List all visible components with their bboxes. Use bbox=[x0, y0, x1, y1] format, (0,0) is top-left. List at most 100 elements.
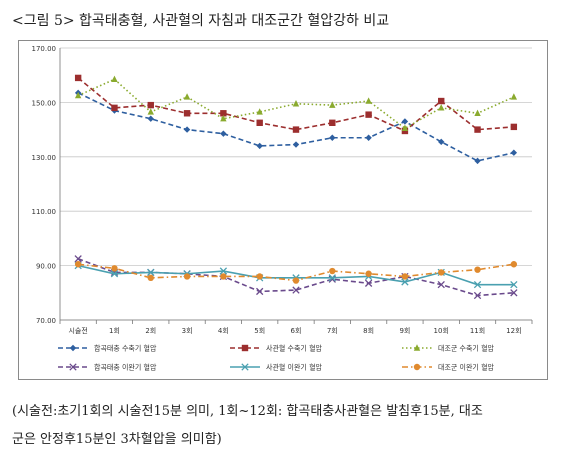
data-point bbox=[474, 126, 481, 133]
y-tick-label: 150.00 bbox=[32, 99, 57, 107]
data-point bbox=[292, 100, 300, 107]
data-point bbox=[110, 270, 119, 278]
data-point bbox=[473, 291, 482, 300]
data-point bbox=[74, 74, 82, 82]
legend-label: 사관혈 수축기 혈압 bbox=[266, 344, 323, 353]
legend-item-4: 합곡태충 이완기 혈압 bbox=[58, 363, 157, 372]
data-point bbox=[329, 267, 336, 275]
data-point bbox=[220, 273, 227, 280]
data-point bbox=[510, 280, 518, 289]
x-tick-label: 7회 bbox=[327, 327, 338, 335]
data-point bbox=[365, 270, 372, 277]
data-point bbox=[510, 93, 518, 100]
data-point bbox=[111, 104, 118, 112]
y-tick-label: 110.00 bbox=[32, 208, 57, 216]
data-point bbox=[147, 268, 155, 277]
data-point bbox=[220, 110, 227, 117]
x-marker-stroke bbox=[69, 363, 77, 371]
data-point bbox=[328, 274, 336, 282]
data-point bbox=[474, 157, 481, 165]
x-marker-stroke bbox=[328, 274, 336, 282]
data-point bbox=[183, 126, 191, 133]
legend-item-3: 대조군 수축기 혈압 bbox=[402, 344, 495, 353]
data-point bbox=[183, 273, 191, 280]
data-point bbox=[219, 267, 228, 275]
data-point bbox=[256, 108, 263, 115]
chart-frame bbox=[18, 40, 548, 380]
data-point bbox=[183, 110, 191, 117]
x-marker-stroke bbox=[256, 287, 264, 296]
legend-label: 합곡태충 수축기 혈압 bbox=[94, 344, 157, 353]
x-tick-label: 3회 bbox=[182, 327, 193, 335]
y-tick-label: 90.00 bbox=[36, 263, 56, 271]
x-tick-label: 11회 bbox=[470, 327, 485, 335]
data-point bbox=[256, 119, 263, 126]
x-marker-stroke bbox=[401, 278, 409, 286]
data-point bbox=[111, 265, 118, 272]
data-point bbox=[510, 289, 518, 297]
data-point bbox=[329, 101, 336, 108]
data-point bbox=[401, 278, 409, 286]
data-point bbox=[473, 280, 482, 289]
data-point bbox=[401, 118, 409, 125]
data-point bbox=[401, 273, 409, 280]
data-point bbox=[510, 123, 518, 131]
data-point bbox=[220, 130, 227, 137]
data-point bbox=[401, 127, 409, 135]
legend-label: 합곡태충 이완기 혈압 bbox=[94, 363, 157, 372]
data-point bbox=[437, 280, 445, 289]
x-tick-label: 시술전 bbox=[68, 326, 87, 335]
x-tick-label: 4회 bbox=[218, 327, 229, 335]
y-tick-label: 70.00 bbox=[36, 317, 56, 325]
data-point bbox=[474, 109, 481, 116]
x-marker-stroke bbox=[147, 268, 155, 277]
x-marker-stroke bbox=[473, 280, 482, 289]
legend-swatch-marker bbox=[413, 363, 421, 371]
x-tick-label: 9회 bbox=[399, 327, 410, 335]
x-marker-stroke bbox=[292, 286, 300, 294]
legend-item-5: 사관혈 이완기 혈압 bbox=[230, 363, 323, 372]
data-point bbox=[365, 134, 372, 141]
legend-item-6: 대조군 이완기 혈압 bbox=[402, 363, 495, 372]
data-point bbox=[365, 97, 372, 104]
legend-label: 대조군 이완기 혈압 bbox=[438, 363, 495, 372]
data-point bbox=[292, 277, 300, 284]
data-point bbox=[111, 75, 118, 82]
x-marker-stroke bbox=[510, 280, 518, 289]
legend-label: 사관혈 이완기 혈압 bbox=[266, 363, 323, 372]
x-tick-label: 2회 bbox=[145, 327, 156, 335]
legend-swatch-marker bbox=[69, 363, 77, 371]
x-marker-stroke bbox=[364, 279, 373, 287]
legend-label: 대조군 수축기 혈압 bbox=[438, 344, 495, 353]
data-point bbox=[292, 286, 300, 294]
data-point bbox=[438, 104, 445, 111]
data-point bbox=[438, 269, 445, 276]
x-marker-stroke bbox=[473, 291, 482, 300]
y-tick-label: 130.00 bbox=[32, 154, 57, 162]
x-tick-label: 12회 bbox=[506, 327, 521, 335]
data-point bbox=[256, 142, 263, 150]
data-point bbox=[401, 124, 409, 131]
data-point bbox=[74, 255, 82, 263]
x-tick-label: 6회 bbox=[291, 327, 302, 335]
data-point bbox=[256, 287, 264, 296]
legend-swatch-marker bbox=[241, 344, 249, 352]
x-marker-stroke bbox=[74, 255, 82, 263]
chart-area: 170.00 150.00 130.00 110.00 90.00 70.00 시술전 1회… bbox=[18, 40, 548, 380]
x-tick-label: 8회 bbox=[363, 327, 374, 335]
data-point bbox=[74, 261, 82, 268]
x-tick-label: 10회 bbox=[434, 327, 449, 335]
line-chart: 170.00 150.00 130.00 110.00 90.00 70.00 시술전 1회… bbox=[18, 40, 548, 380]
figure-title: <그림 5> 합곡태충혈, 사관혈의 자침과 대조군간 혈압강하 비교 bbox=[12, 13, 390, 29]
data-point bbox=[474, 266, 481, 273]
x-tick-label: 1회 bbox=[109, 327, 120, 335]
legend-item-2: 사관혈 수축기 혈압 bbox=[230, 344, 323, 353]
x-marker-stroke bbox=[219, 267, 228, 275]
data-point bbox=[220, 115, 227, 122]
data-point bbox=[292, 141, 300, 148]
legend-item-1: 합곡태충 수축기 혈압 bbox=[58, 344, 157, 353]
data-point bbox=[365, 111, 372, 118]
data-point bbox=[183, 93, 191, 100]
x-marker-stroke bbox=[510, 289, 518, 297]
x-marker-stroke bbox=[437, 280, 445, 289]
